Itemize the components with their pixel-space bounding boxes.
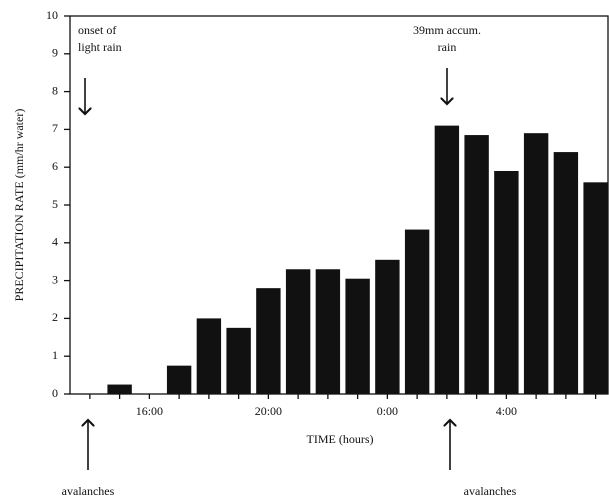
x-tick-label: 4:00 [496, 404, 517, 418]
x-tick-label: 20:00 [255, 404, 282, 418]
bar [553, 152, 579, 394]
bar [315, 269, 341, 394]
bar [375, 259, 400, 394]
bar [196, 318, 222, 394]
y-tick-label: 2 [52, 310, 58, 324]
bar [494, 170, 519, 394]
annotation: 39mm accum. [413, 23, 481, 37]
x-tick-label: 16:00 [136, 404, 163, 418]
y-tick-label: 4 [52, 235, 58, 249]
bar [107, 384, 132, 394]
y-axis-label: PRECIPITATION RATE (mm/hr water) [12, 109, 26, 302]
y-tick-label: 9 [52, 46, 58, 60]
y-tick-label: 10 [46, 8, 58, 22]
bar [226, 327, 251, 394]
bar [464, 135, 489, 394]
bar [166, 365, 192, 394]
bar [256, 288, 281, 394]
bar [523, 133, 549, 394]
y-tick-label: 8 [52, 83, 58, 97]
y-tick-label: 1 [52, 348, 58, 362]
annotation: rain [438, 40, 457, 54]
y-tick-label: 5 [52, 197, 58, 211]
annotation: avalanches [62, 484, 115, 498]
y-tick-label: 6 [52, 159, 58, 173]
x-axis-label: TIME (hours) [307, 432, 374, 446]
bar [404, 229, 430, 394]
y-tick-label: 3 [52, 272, 58, 286]
annotation: avalanches [464, 484, 517, 498]
y-tick-label: 0 [52, 386, 58, 400]
x-tick-label: 0:00 [377, 404, 398, 418]
y-tick-label: 7 [52, 121, 58, 135]
bar [285, 269, 311, 394]
bar [434, 125, 460, 395]
bar [345, 278, 370, 394]
annotation: light rain [78, 40, 122, 54]
annotation: onset of [78, 23, 116, 37]
bar [583, 182, 608, 394]
